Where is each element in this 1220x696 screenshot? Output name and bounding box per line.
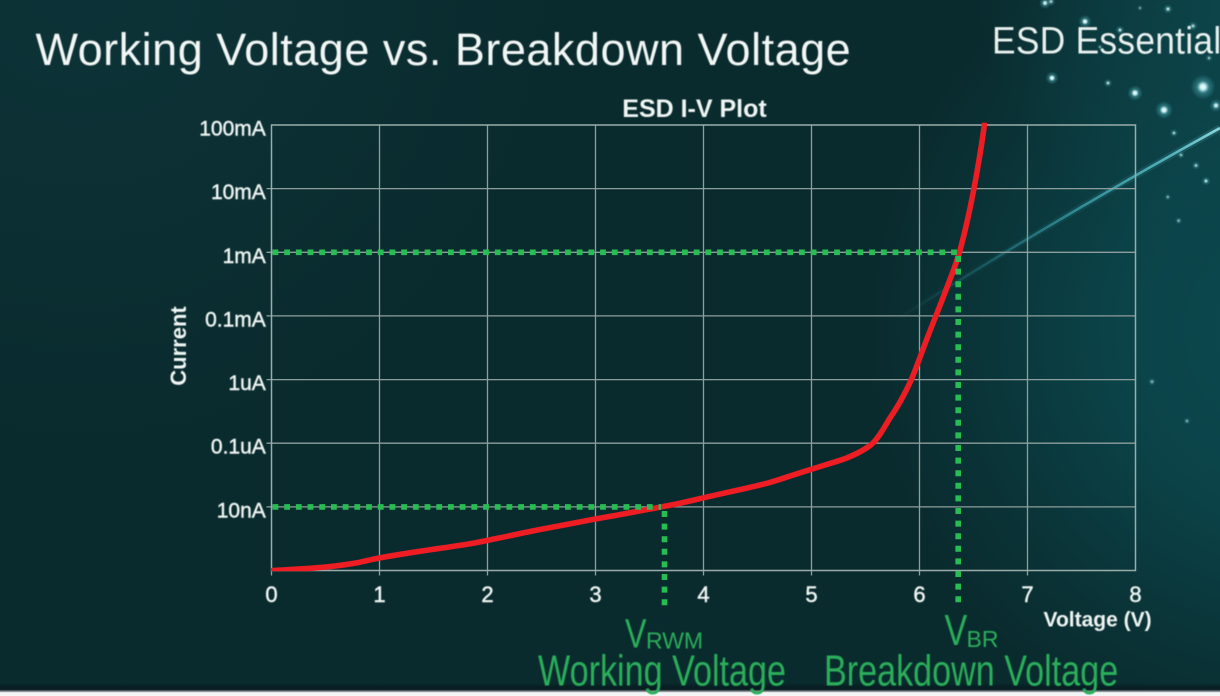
svg-text:100mA: 100mA xyxy=(199,118,266,141)
svg-text:RWM: RWM xyxy=(646,628,703,654)
svg-text:10mA: 10mA xyxy=(211,181,266,204)
svg-text:V: V xyxy=(625,611,647,657)
svg-text:8: 8 xyxy=(1129,582,1141,607)
svg-text:Voltage (V): Voltage (V) xyxy=(1044,609,1152,632)
svg-text:7: 7 xyxy=(1021,582,1033,607)
svg-text:1uA: 1uA xyxy=(228,372,265,395)
svg-text:6: 6 xyxy=(913,582,925,607)
svg-text:1mA: 1mA xyxy=(223,245,266,268)
svg-text:0: 0 xyxy=(265,582,277,607)
svg-text:0.1uA: 0.1uA xyxy=(211,436,266,459)
svg-text:Breakdown Voltage: Breakdown Voltage xyxy=(824,648,1118,696)
svg-text:3: 3 xyxy=(589,582,601,607)
svg-text:10nA: 10nA xyxy=(217,499,266,522)
svg-text:Working Voltage vs. Breakdown: Working Voltage vs. Breakdown Voltage xyxy=(36,24,852,75)
svg-text:0.1mA: 0.1mA xyxy=(205,308,266,331)
svg-text:5: 5 xyxy=(805,582,817,607)
svg-text:V: V xyxy=(945,607,968,655)
svg-text:2: 2 xyxy=(481,582,493,607)
svg-text:Working Voltage: Working Voltage xyxy=(538,648,786,696)
svg-text:BR: BR xyxy=(967,626,999,652)
svg-text:ESD I-V Plot: ESD I-V Plot xyxy=(622,95,767,123)
svg-text:1: 1 xyxy=(373,582,385,607)
svg-text:ESD Essential: ESD Essential xyxy=(992,19,1220,61)
svg-text:Current: Current xyxy=(166,306,191,386)
svg-text:4: 4 xyxy=(697,582,709,607)
